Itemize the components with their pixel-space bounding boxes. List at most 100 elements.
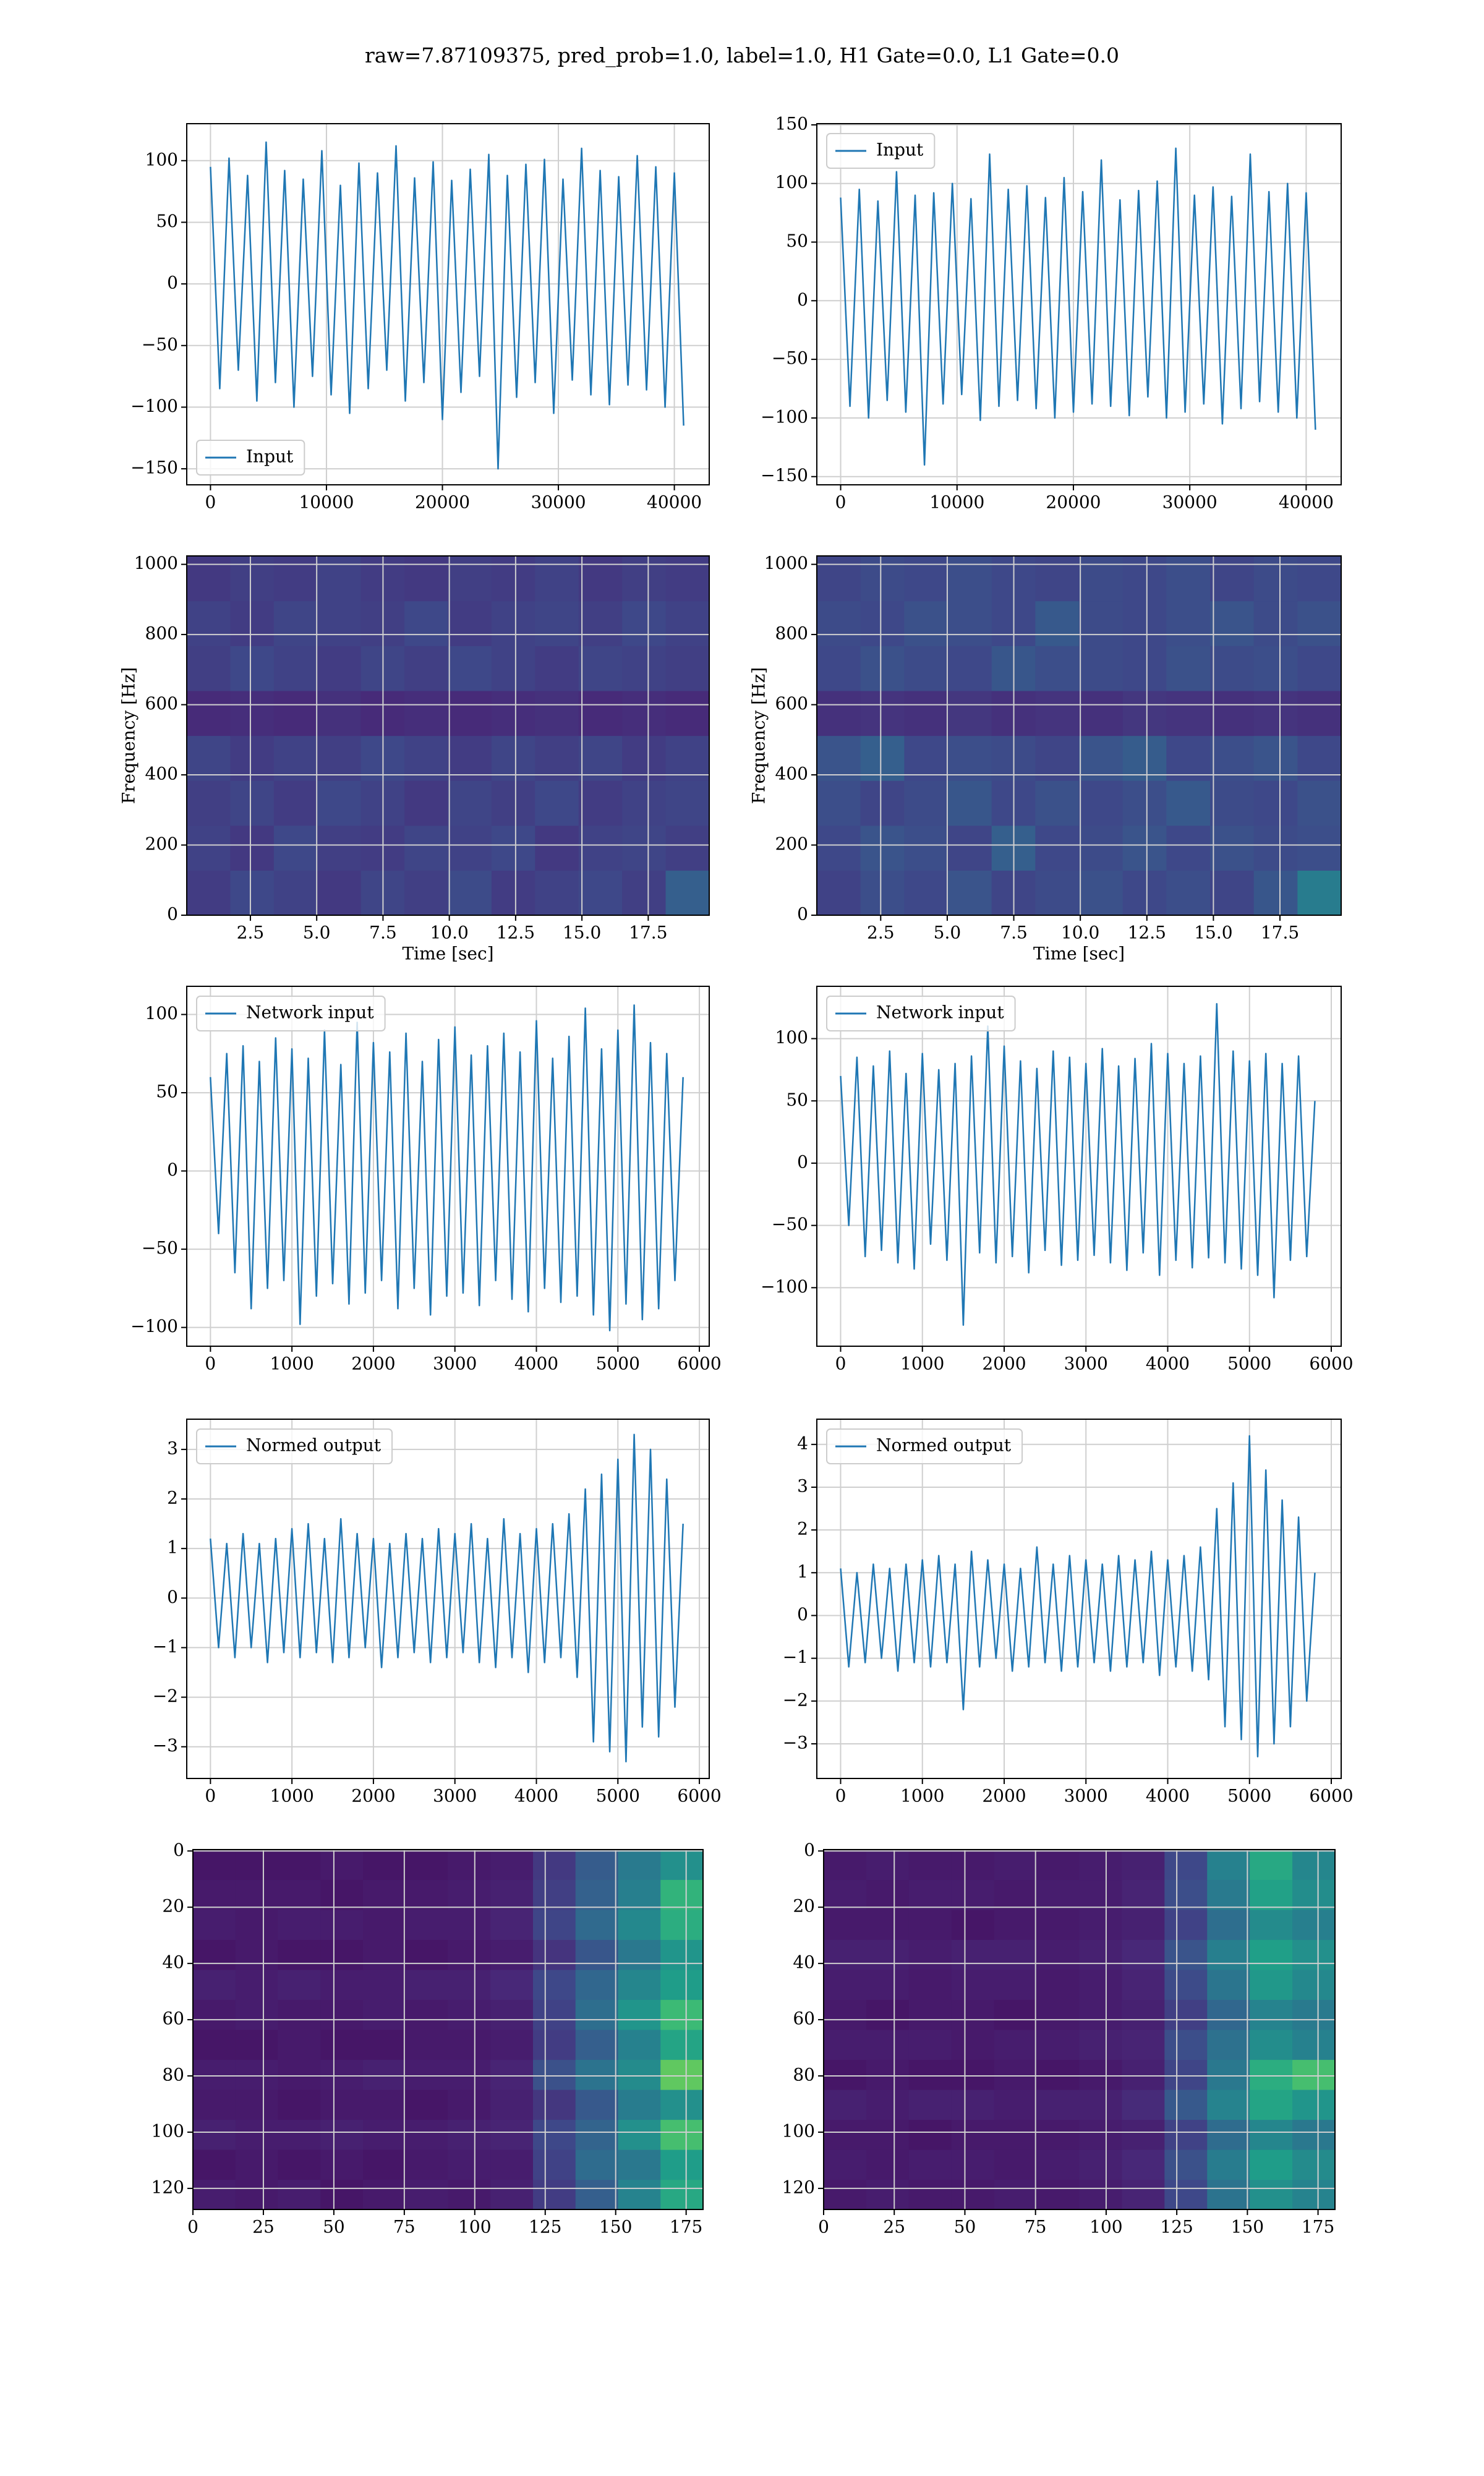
heatmap-cell [278, 2059, 321, 2090]
heatmap-cell [665, 825, 709, 871]
heatmap-cell [535, 690, 579, 736]
heatmap-cell [193, 1850, 236, 1880]
y-tick-label: 100 [775, 172, 808, 192]
y-tick-label: 200 [145, 834, 178, 854]
x-tick-label: 0 [205, 492, 216, 513]
heatmap-cell [1207, 2179, 1250, 2209]
heatmap-cell [578, 690, 623, 736]
y-tick-label: 600 [775, 693, 808, 714]
legend-label: Network input [246, 1002, 374, 1023]
heatmap-cell [1297, 690, 1341, 736]
heatmap-cell [320, 1999, 364, 2030]
legend: Input [826, 133, 936, 169]
heatmap-cell [1036, 2030, 1080, 2060]
heatmap-cell [448, 556, 492, 602]
x-tick-label: 12.5 [1128, 923, 1166, 943]
legend: Normed output [196, 1428, 393, 1464]
heatmap-cell [866, 2119, 910, 2150]
heatmap-cell [1166, 690, 1211, 736]
heatmap-cell [908, 1939, 952, 1970]
y-tick-label: 0 [797, 1151, 808, 1172]
heatmap-cell [1122, 1970, 1165, 2000]
heatmap-cell [1035, 646, 1080, 691]
heatmap-cell [951, 2149, 995, 2180]
heatmap-cell [618, 1879, 661, 1910]
data-line [840, 147, 1316, 466]
heatmap-cell [994, 1999, 1038, 2030]
heatmap-cell [622, 780, 667, 826]
heatmap-cell [235, 2119, 279, 2150]
heatmap-cell [193, 1910, 236, 1940]
heatmap-cell [618, 1999, 661, 2030]
chart: 0 1000 2000 3000 4000 5000 6000 −3 −2 −1 0 1 2 3 4 Norm… [783, 1419, 1354, 1806]
heatmap-cell [533, 2119, 576, 2150]
y-tick-label: 0 [797, 289, 808, 310]
heatmap-cell [1166, 735, 1211, 781]
data-line [210, 141, 684, 470]
heatmap-cell [491, 735, 535, 781]
heatmap-cell [490, 2119, 534, 2150]
heatmap-cell [533, 2090, 576, 2120]
heatmap-cell [908, 2179, 952, 2209]
heatmap-cell [665, 870, 709, 915]
heatmap-cell [278, 1970, 321, 2000]
heatmap-cell [320, 2149, 364, 2180]
heatmap-cell [1250, 2179, 1293, 2209]
x-tick-label: 0 [187, 2217, 198, 2237]
heatmap-cell [1166, 556, 1211, 602]
heatmap-cell [533, 2179, 576, 2209]
heatmap-cell [448, 600, 492, 646]
y-tick-label: 1000 [134, 553, 178, 573]
heatmap-cell [1122, 2059, 1165, 2090]
heatmap-cell [817, 690, 861, 736]
heatmap-cell [448, 735, 492, 781]
heatmap-cell [1036, 1910, 1080, 1940]
heatmap-cell [230, 690, 275, 736]
legend-box [826, 133, 936, 169]
heatmap-cell [575, 1910, 619, 1940]
heatmap-cell [320, 2030, 364, 2060]
heatmap-cell [618, 2119, 661, 2150]
heatmap-cell [1297, 780, 1341, 826]
heatmap-cell [230, 870, 275, 915]
heatmap-cell [908, 2090, 952, 2120]
heatmap-cell [491, 556, 535, 602]
heatmap-cell [1079, 1850, 1123, 1880]
y-tick-label: 150 [775, 113, 808, 134]
heatmap-cell [193, 2059, 236, 2090]
heatmap-cell [273, 646, 318, 691]
heatmap-cell [575, 1999, 619, 2030]
heatmap-cell [533, 1850, 576, 1880]
heatmap-cell [230, 735, 275, 781]
heatmap-cell [273, 825, 318, 871]
heatmap-cell [618, 1939, 661, 1970]
chart: 0 1000 2000 3000 4000 5000 6000 −100 −50 0 50 100 Ne… [130, 986, 722, 1374]
heatmap-cell [618, 2179, 661, 2209]
heatmap-cell [817, 735, 861, 781]
heatmap-cell [1166, 825, 1211, 871]
heatmap-cell [535, 556, 579, 602]
x-tick-label: 125 [529, 2217, 561, 2237]
heatmap-cell [317, 870, 362, 915]
heatmap-cell [363, 1999, 406, 2030]
x-tick-label: 2000 [982, 1786, 1026, 1806]
heatmap-cell [1292, 2119, 1335, 2150]
heatmap-cell [908, 1910, 952, 1940]
heatmap-cell [578, 735, 623, 781]
heatmap-cell [273, 870, 318, 915]
x-tick-label: 6000 [1309, 1354, 1353, 1374]
heatmap-cell [1166, 646, 1211, 691]
heatmap-cell [273, 556, 318, 602]
x-tick-label: 5000 [596, 1354, 640, 1374]
heatmap-cell [1036, 1970, 1080, 2000]
heatmap-cell [1164, 2059, 1208, 2090]
heatmap-cell [622, 690, 667, 736]
heatmap-cell [187, 600, 231, 646]
y-tick-label: 60 [162, 2009, 184, 2029]
chart: 0 25 50 75 100 125 150 175 0 20 40 60 80 100 120 [151, 1840, 704, 2237]
y-tick-label: 0 [167, 273, 178, 293]
x-tick-label: 150 [1231, 2217, 1264, 2237]
heatmap-cell [1292, 1970, 1335, 2000]
heatmap-cell [1036, 1850, 1080, 1880]
heatmap-cell [193, 2119, 236, 2150]
